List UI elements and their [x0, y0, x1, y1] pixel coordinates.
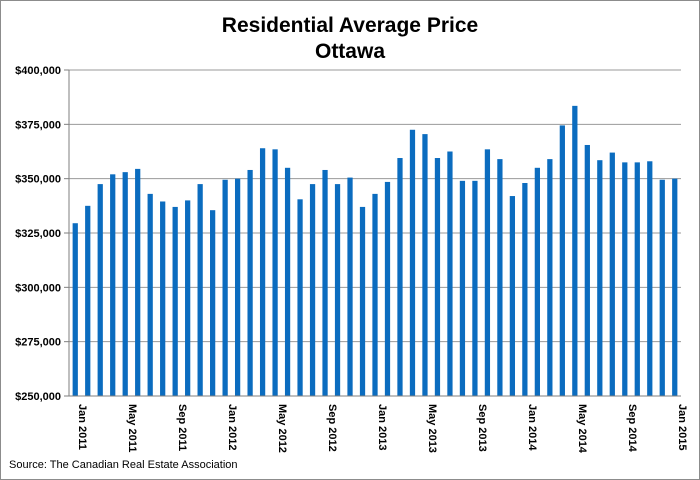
bar: [372, 193, 378, 396]
bar: [322, 169, 328, 396]
x-tick-label: Sep 2011: [176, 404, 188, 451]
bar: [634, 162, 640, 396]
bar: [347, 177, 353, 396]
bar: [284, 167, 291, 396]
bar: [160, 201, 166, 396]
bar: [384, 181, 391, 396]
y-tick-labels: $250,000 $275,000 $300,000 $325,000 $350,000…: [15, 65, 61, 403]
x-tick-label: May 2014: [576, 404, 588, 454]
bar: [397, 158, 403, 396]
bar: [110, 174, 116, 396]
bar: [647, 161, 653, 396]
bar: [147, 193, 153, 396]
bar: [434, 158, 441, 396]
y-tick-label: $325,000: [15, 228, 61, 240]
bar: [447, 151, 453, 396]
bar: [72, 223, 78, 396]
bar: [85, 205, 91, 396]
bar: [297, 199, 303, 396]
bar: [584, 144, 590, 396]
bar: [659, 179, 665, 396]
bar: [247, 169, 253, 396]
bar: [572, 105, 578, 397]
chart-subtitle: Ottawa: [314, 40, 385, 63]
y-tick-label: $250,000: [15, 391, 61, 403]
y-tick-label: $375,000: [15, 119, 61, 131]
y-tick-label: $275,000: [15, 337, 61, 349]
bar: [459, 180, 466, 396]
bar: [547, 159, 553, 396]
y-tick-label: $300,000: [15, 282, 61, 294]
y-tick-label: $350,000: [15, 174, 61, 186]
bar: [135, 168, 141, 396]
bar: [622, 162, 628, 396]
x-tick-label: Jan 2014: [526, 404, 538, 451]
bar: [97, 184, 103, 396]
x-tick-label: Sep 2012: [326, 404, 338, 452]
x-tick-label: May 2013: [426, 404, 438, 453]
bar: [334, 184, 341, 396]
bar: [122, 172, 128, 396]
x-tick-label: May 2012: [276, 404, 288, 453]
x-tick-labels: Jan 2011 May 2011 Sep 2011 Jan 2012 May 2012…: [76, 404, 688, 454]
bar: [197, 184, 203, 396]
bar: [409, 129, 416, 396]
x-tick-label: Jan 2013: [376, 404, 388, 450]
bar: [359, 206, 366, 396]
bar: [172, 206, 178, 396]
x-tick-label: Sep 2014: [626, 404, 638, 453]
bar: [609, 152, 615, 396]
bar: [672, 178, 678, 396]
bar: [185, 200, 191, 396]
bar: [210, 210, 216, 396]
bar: [534, 167, 540, 396]
bar: [484, 149, 491, 396]
x-tick-label: Jan 2012: [226, 404, 238, 450]
bar: [222, 179, 228, 396]
bar: [472, 180, 478, 396]
bars: [72, 105, 678, 397]
x-tick-label: Jan 2011: [76, 404, 88, 450]
bar: [497, 159, 503, 396]
bar: [559, 125, 565, 397]
y-tick-label: $400,000: [15, 65, 61, 77]
source-note: Source: The Canadian Real Estate Associa…: [9, 459, 238, 471]
bar: [522, 183, 528, 396]
axes: [64, 69, 681, 397]
bar: [509, 196, 516, 396]
bar: [597, 160, 603, 396]
bar: [259, 148, 266, 396]
x-tick-label: May 2011: [126, 404, 138, 452]
bar: [234, 178, 241, 396]
chart-title: Residential Average Price: [221, 14, 479, 37]
x-tick-label: Jan 2015: [676, 404, 688, 450]
x-tick-label: Sep 2013: [476, 404, 488, 452]
bar: [272, 149, 278, 396]
bar: [309, 184, 316, 396]
bar: [422, 134, 428, 397]
